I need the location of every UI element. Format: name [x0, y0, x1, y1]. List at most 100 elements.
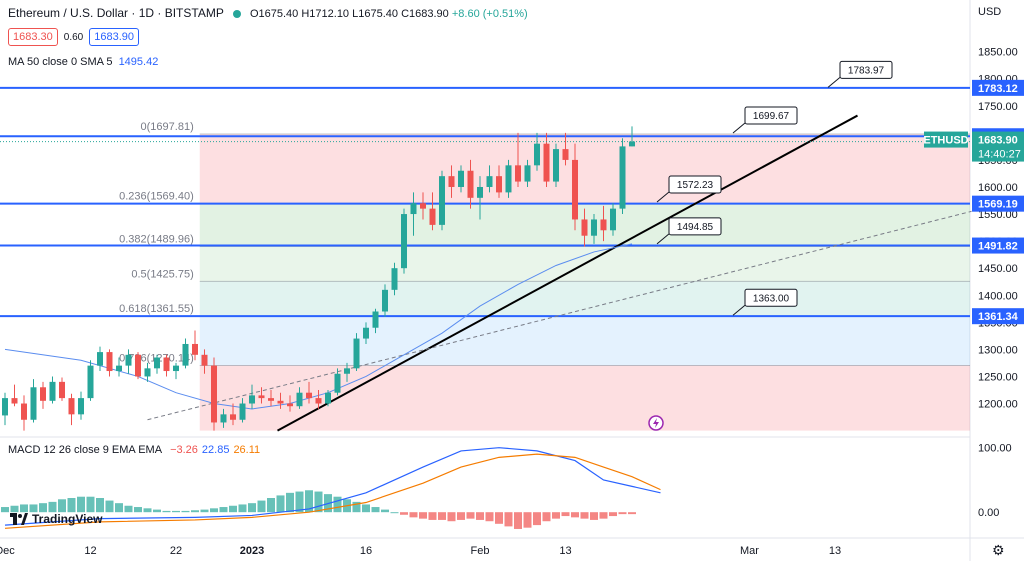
macd-hist-bar: [124, 505, 133, 513]
price-tick-label: 1450.00: [978, 263, 1018, 275]
candle-body: [182, 343, 189, 366]
candle-body: [581, 219, 588, 236]
macd-hist-bar: [134, 507, 142, 513]
trendline: [277, 114, 858, 432]
macd-hist-bar: [153, 509, 161, 513]
candle-body: [211, 365, 217, 423]
macd-hist-bar: [210, 508, 218, 513]
macd-hist-bar: [191, 510, 199, 513]
macd-hist-bar: [305, 490, 313, 513]
ohlc-low: L1675.40: [352, 8, 399, 20]
buy-button[interactable]: 1683.90: [89, 28, 139, 46]
macd-hist-bar: [428, 512, 437, 520]
candle-body: [87, 365, 94, 399]
candle-body: [106, 352, 113, 372]
macd-hist-bar: [476, 512, 484, 520]
callout-pointer: [827, 77, 841, 88]
symbol-title[interactable]: Ethereum / U.S. Dollar · 1D · BITSTAMP: [8, 6, 224, 20]
macd-legend[interactable]: MACD 12 26 close 9 EMA EMA −3.26 22.85 26.1…: [8, 444, 260, 456]
macd-tick-label: 100.00: [978, 443, 1012, 455]
macd-hist-bar: [438, 512, 446, 520]
callout-box: [839, 60, 893, 79]
candle-body: [515, 165, 521, 182]
fib-zone: [199, 134, 970, 204]
callout-box: [668, 175, 722, 194]
level-price-label: 1491.82: [978, 241, 1018, 253]
candle-body: [477, 186, 483, 198]
callout-label: 1699.67: [753, 111, 790, 122]
macd-hist-bar: [495, 512, 503, 524]
macd-hist-bar: [457, 512, 465, 520]
macd-hist-bar: [248, 503, 256, 513]
callout-pointer: [656, 191, 670, 203]
ohlc-open: O1675.40: [249, 8, 299, 20]
currency-selector[interactable]: USD: [978, 6, 1002, 18]
callout-box: [744, 288, 798, 307]
candle-body: [249, 395, 255, 404]
candle-body: [353, 338, 360, 369]
macd-hist-bar: [200, 509, 209, 513]
macd-hist-bar: [219, 507, 228, 513]
fib-level-label: 0.5(1425.75): [131, 268, 193, 280]
level-price-label: 1783.12: [978, 83, 1018, 95]
spread-value: 0.60: [63, 31, 84, 43]
time-tick-label: 12: [84, 545, 96, 557]
event-lightning-icon: [648, 415, 664, 431]
callout-label: 1363.00: [753, 293, 790, 304]
ohlc-high: H1712.10: [301, 8, 350, 20]
candle-body: [610, 208, 616, 231]
candle-body: [619, 146, 626, 209]
macd-hist-bar: [409, 512, 418, 518]
macd-tick-label: 0.00: [978, 507, 999, 519]
macd-hist-bar: [561, 512, 570, 517]
candle-body: [486, 176, 493, 187]
candle-body: [306, 392, 312, 399]
level-price-tag: [972, 308, 1024, 325]
candle-body: [458, 170, 464, 187]
ohlc-close: C1683.90: [401, 8, 449, 20]
candle-body: [277, 400, 284, 404]
macd-hist-bar: [400, 512, 408, 515]
ma-indicator-label: MA 50 close 0 SMA 5: [8, 56, 113, 68]
time-tick-label: 16: [360, 545, 372, 557]
candle-body: [144, 368, 151, 377]
candle-body: [467, 170, 474, 198]
macd-hist-bar: [29, 504, 38, 513]
level-price-tag: [972, 195, 1024, 212]
sell-button[interactable]: 1683.30: [8, 28, 58, 46]
candle-body: [534, 143, 540, 166]
candle-body: [562, 149, 569, 160]
candle-body: [334, 373, 341, 393]
macd-hist-bar: [390, 512, 399, 514]
macd-hist-value: −3.26: [170, 444, 198, 456]
macd-hist-bar: [295, 491, 304, 513]
tradingview-logo-text: TradingView: [32, 512, 103, 526]
macd-hist-bar: [115, 503, 123, 513]
candle-body: [629, 141, 635, 147]
time-tick-label: 13: [829, 545, 841, 557]
candle-body: [201, 354, 208, 366]
ma-indicator-legend[interactable]: MA 50 close 0 SMA 5 1495.42: [8, 56, 158, 68]
macd-hist-bar: [447, 512, 456, 522]
macd-hist-bar: [580, 512, 589, 519]
macd-hist-bar: [48, 501, 57, 513]
trade-panel: 1683.30 0.60 1683.90: [8, 28, 139, 46]
macd-hist-bar: [172, 510, 180, 513]
macd-hist-bar: [10, 505, 19, 513]
tradingview-logo[interactable]: TradingView: [10, 512, 102, 526]
candle-body: [173, 365, 179, 372]
candle-body: [59, 381, 65, 399]
candle-body: [49, 381, 56, 401]
ma-line: [4, 243, 633, 410]
candle-body: [268, 398, 274, 401]
candle-body: [239, 403, 246, 420]
macd-hist-bar: [143, 508, 152, 513]
price-tick-label: 1200.00: [978, 399, 1018, 411]
gear-icon[interactable]: ⚙: [992, 542, 1005, 558]
macd-hist-bar: [77, 496, 85, 513]
macd-hist-bar: [514, 512, 522, 529]
candle-body: [524, 165, 531, 182]
macd-hist-bar: [333, 496, 342, 513]
candle-body: [505, 165, 512, 193]
